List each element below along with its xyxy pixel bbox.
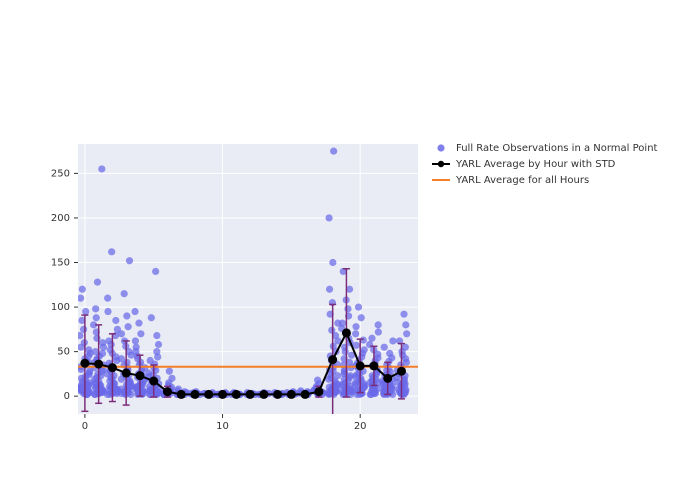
legend-label: YARL Average by Hour with STD — [455, 159, 616, 170]
svg-text:100: 100 — [51, 302, 70, 313]
svg-text:250: 250 — [51, 168, 70, 179]
chart: 01020050100150200250Full Rate Observatio… — [0, 0, 700, 500]
svg-text:50: 50 — [57, 347, 70, 358]
svg-text:0: 0 — [64, 391, 70, 402]
svg-text:150: 150 — [51, 258, 70, 269]
legend-scatter-icon — [437, 144, 444, 151]
legend-label: YARL Average for all Hours — [455, 175, 589, 186]
svg-text:0: 0 — [82, 421, 88, 432]
svg-text:20: 20 — [354, 421, 367, 432]
svg-text:200: 200 — [51, 213, 70, 224]
legend-label: Full Rate Observations in a Normal Point — [456, 143, 658, 154]
svg-text:10: 10 — [216, 421, 229, 432]
